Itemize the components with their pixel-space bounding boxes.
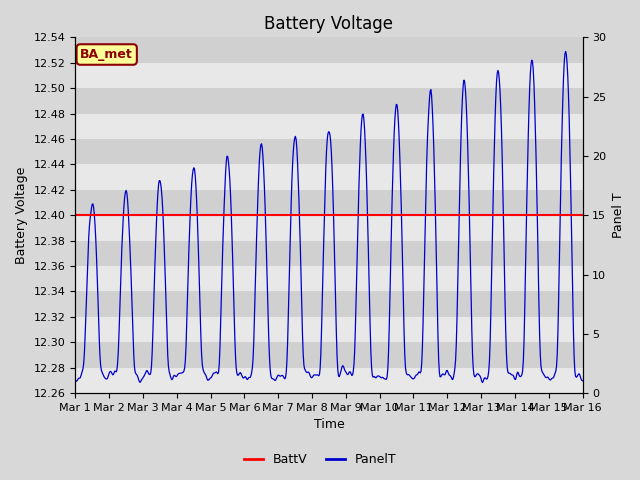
X-axis label: Time: Time — [314, 419, 344, 432]
Bar — [76, 317, 582, 342]
Bar — [76, 88, 582, 114]
Bar — [76, 165, 582, 190]
Bar — [76, 266, 582, 291]
Bar — [76, 190, 582, 215]
Bar — [76, 342, 582, 368]
Bar — [76, 139, 582, 165]
Y-axis label: Battery Voltage: Battery Voltage — [15, 167, 28, 264]
Legend: BattV, PanelT: BattV, PanelT — [239, 448, 401, 471]
Bar — [76, 63, 582, 88]
Bar — [76, 368, 582, 393]
Y-axis label: Panel T: Panel T — [612, 192, 625, 238]
Bar — [76, 240, 582, 266]
Bar — [76, 37, 582, 63]
Bar — [76, 291, 582, 317]
Text: BA_met: BA_met — [81, 48, 133, 61]
Bar — [76, 114, 582, 139]
Bar — [76, 215, 582, 240]
Title: Battery Voltage: Battery Voltage — [264, 15, 394, 33]
